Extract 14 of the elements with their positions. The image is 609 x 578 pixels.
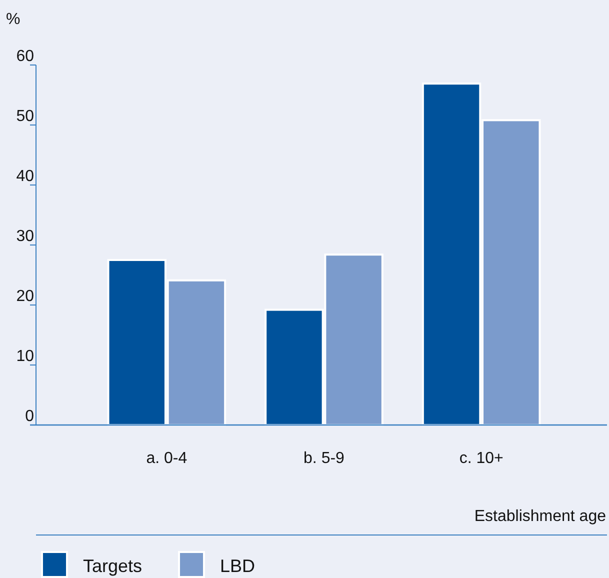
x-tick-label: c. 10+ [459,450,504,467]
y-tick-label: 40 [16,168,34,185]
legend-label: Targets [83,556,142,576]
x-tick-label: b. 5-9 [304,450,345,467]
y-tick-label: 30 [16,228,34,245]
y-tick-label: 60 [16,48,34,65]
y-tick-label: 20 [16,288,34,305]
legend-label: LBD [220,556,256,576]
y-tick-label: 0 [25,408,34,425]
y-axis-title: % [6,11,20,28]
y-tick-label: 10 [16,348,34,365]
y-tick-label: 50 [16,108,34,125]
x-tick-label: a. 0-4 [146,450,188,467]
x-axis-title: Establishment age [474,508,606,525]
